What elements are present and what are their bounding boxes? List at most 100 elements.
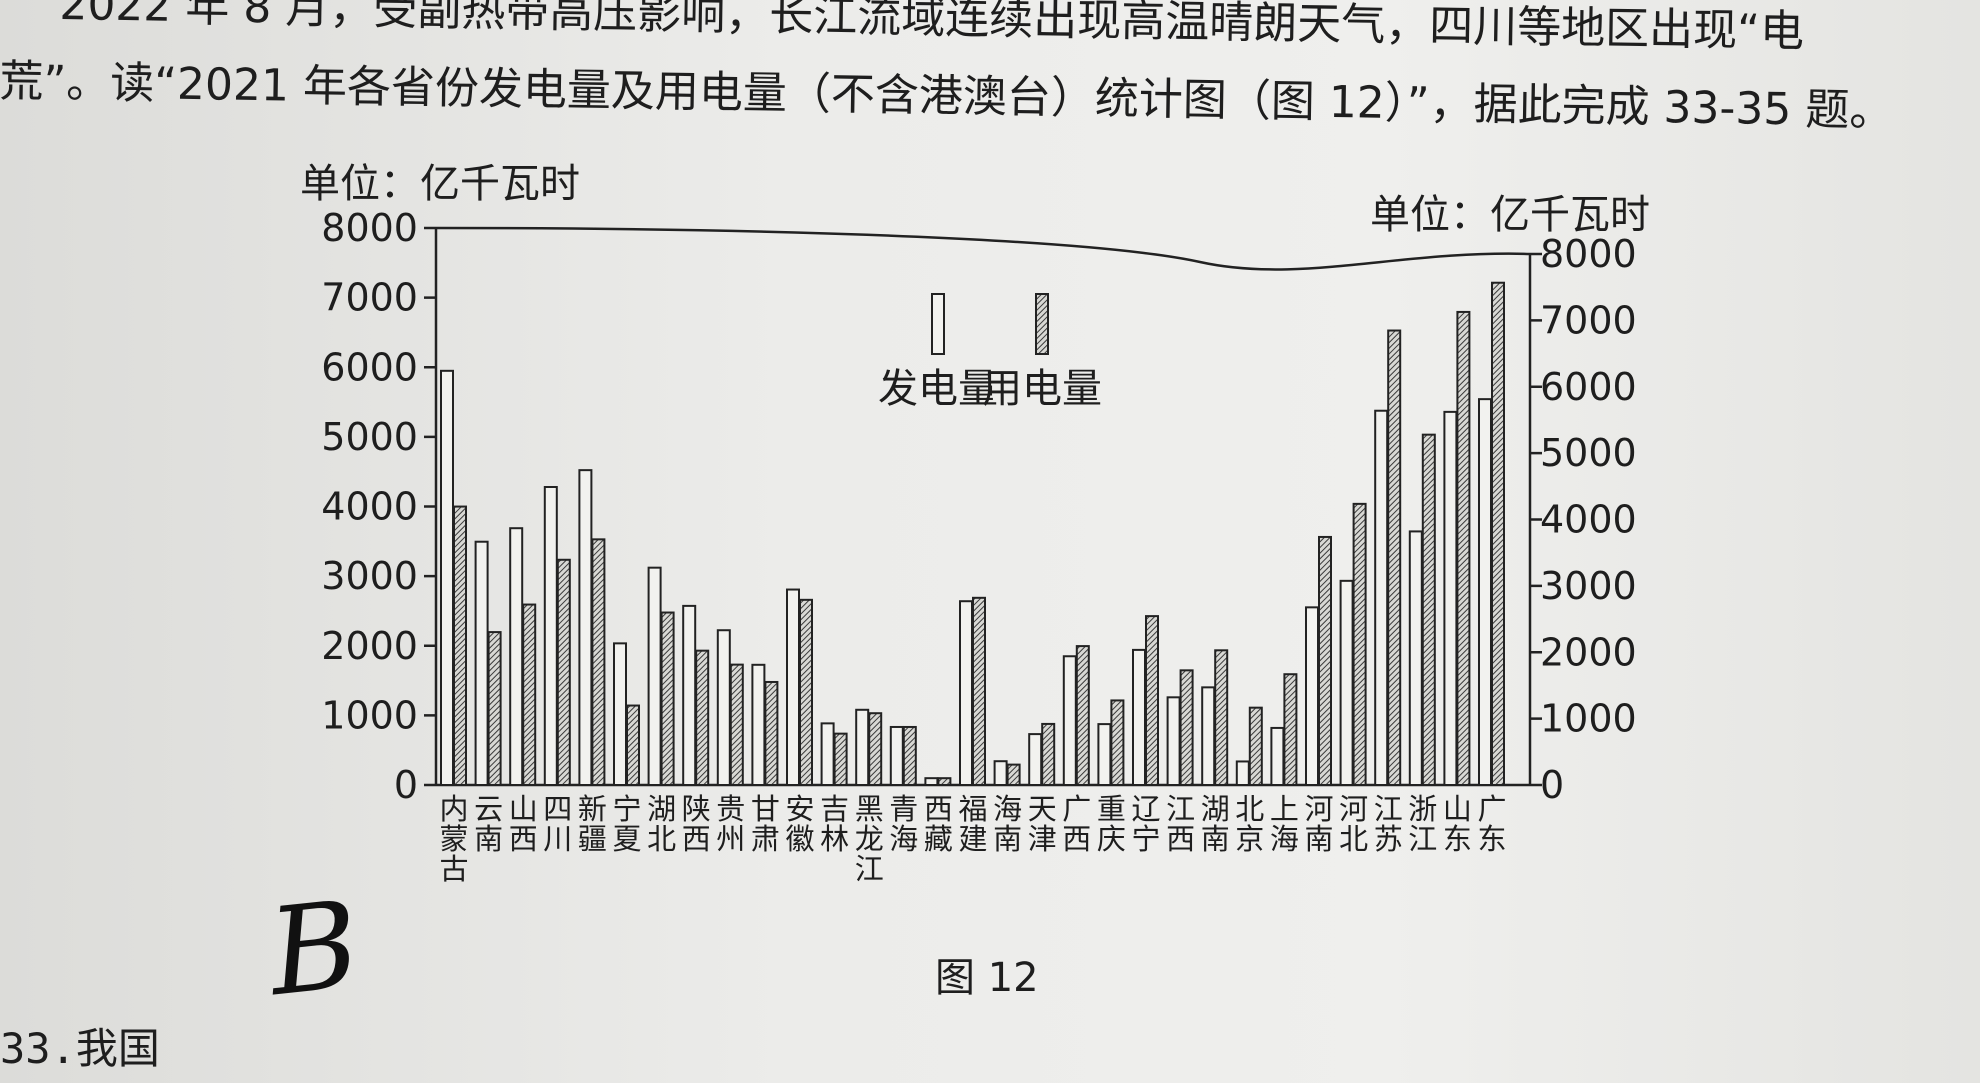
right-unit-label: 单位：亿千瓦时	[1370, 192, 1650, 238]
category-label-char: 湖	[1201, 792, 1230, 826]
category-label-char: 河	[1339, 792, 1368, 826]
bar-发电量-甘肃	[751, 663, 766, 786]
bar-发电量-重庆	[1097, 723, 1112, 786]
question-text: 我国	[75, 1024, 160, 1073]
legend-label-1: 用电量	[982, 366, 1102, 412]
bar-用电量-河北	[1352, 502, 1367, 786]
category-label-char: 云	[474, 792, 503, 826]
right-tick-label: 4000	[1540, 498, 1637, 542]
category-label-char: 四	[543, 792, 572, 826]
left-tick-label: 8000	[321, 206, 418, 250]
category-label-char: 建	[958, 822, 987, 856]
bar-用电量-安徽	[799, 598, 813, 786]
category-label-char: 东	[1443, 822, 1472, 856]
bar-发电量-四川	[543, 486, 558, 786]
category-label-char: 黑	[855, 792, 884, 826]
category-label-char: 南	[1304, 822, 1333, 856]
bar-发电量-西藏	[924, 777, 939, 786]
bar-发电量-陕西	[682, 604, 697, 786]
category-label-char: 藏	[924, 822, 953, 856]
category-label-char: 夏	[612, 822, 641, 856]
category-label-char: 甘	[751, 792, 780, 826]
left-tick-label: 7000	[321, 276, 418, 320]
bar-用电量-江苏	[1387, 329, 1402, 786]
category-label-char: 河	[1304, 792, 1333, 826]
bar-发电量-广东	[1478, 398, 1492, 786]
bar-用电量-山东	[1456, 310, 1471, 786]
bar-发电量-山西	[509, 527, 524, 786]
category-label-char: 湖	[647, 792, 676, 826]
category-label-char: 苏	[1374, 822, 1403, 856]
category-label-char: 海	[889, 822, 918, 856]
category-label-char: 陕	[682, 792, 711, 826]
right-tick-label: 8000	[1540, 232, 1637, 276]
bar-用电量-重庆	[1110, 699, 1125, 786]
category-label-char: 徽	[785, 822, 814, 856]
legend-swatch-0	[931, 293, 945, 355]
category-label-char: 江	[1166, 792, 1195, 826]
bar-发电量-安徽	[786, 588, 800, 786]
category-label-char: 浙	[1408, 792, 1437, 826]
category-label-char: 吉	[820, 792, 849, 826]
question-33: 33.我国	[0, 1015, 160, 1076]
category-label-char: 宁	[612, 792, 641, 826]
bar-用电量-陕西	[695, 649, 710, 786]
bar-用电量-云南	[487, 631, 502, 786]
category-label-char: 西	[682, 822, 711, 856]
category-label-char: 林	[820, 822, 849, 856]
bar-用电量-湖南	[1214, 649, 1229, 786]
bar-用电量-山西	[522, 603, 537, 786]
category-label-char: 东	[1477, 822, 1506, 856]
bar-用电量-广西	[1075, 645, 1090, 787]
category-label-char: 内	[439, 792, 468, 826]
category-label-char: 福	[958, 792, 987, 826]
left-tick-label: 2000	[321, 624, 418, 668]
bar-用电量-广东	[1491, 281, 1505, 786]
bar-发电量-山东	[1443, 410, 1458, 786]
bar-用电量-黑龙江	[868, 712, 883, 786]
category-label-char: 川	[543, 822, 572, 856]
right-tick-label: 1000	[1540, 697, 1637, 741]
right-tick-label: 6000	[1540, 365, 1637, 409]
bar-用电量-内蒙古	[453, 505, 467, 786]
category-label-char: 州	[716, 822, 745, 856]
category-label-char: 广	[1477, 792, 1506, 826]
bar-用电量-北京	[1248, 706, 1263, 786]
left-tick-label: 0	[394, 763, 418, 807]
bar-发电量-北京	[1235, 760, 1250, 786]
category-label-char: 肃	[751, 822, 780, 856]
bar-用电量-海南	[1006, 763, 1021, 787]
category-label-char: 重	[1097, 792, 1126, 826]
category-label-char: 京	[1235, 822, 1264, 856]
bar-发电量-河南	[1305, 606, 1319, 787]
bar-发电量-宁夏	[613, 642, 627, 786]
bar-用电量-吉林	[833, 732, 848, 786]
left-tick-label: 6000	[321, 345, 418, 389]
category-label-char: 青	[889, 792, 918, 826]
category-label-char: 山	[1443, 792, 1472, 826]
left-unit-label: 单位：亿千瓦时	[300, 161, 580, 207]
category-label-char: 辽	[1131, 792, 1160, 826]
category-label-char: 海	[1270, 822, 1299, 856]
category-label-char: 西	[1062, 822, 1091, 856]
category-label-char: 南	[993, 822, 1022, 856]
bar-用电量-贵州	[729, 663, 744, 786]
bar-发电量-湖南	[1201, 686, 1216, 787]
bar-发电量-吉林	[820, 722, 835, 786]
left-tick-label: 3000	[321, 554, 418, 598]
bar-发电量-广西	[1062, 655, 1077, 786]
right-tick-label: 2000	[1540, 630, 1637, 674]
bar-发电量-江苏	[1374, 409, 1389, 786]
bar-用电量-青海	[902, 725, 917, 786]
category-label-char: 江	[855, 852, 884, 886]
right-tick-label: 7000	[1540, 298, 1637, 342]
bar-用电量-河南	[1318, 535, 1332, 786]
question-number: 33.	[0, 1024, 76, 1073]
bar-发电量-新疆	[578, 469, 593, 786]
category-label-char: 上	[1270, 792, 1299, 826]
bar-发电量-江西	[1166, 696, 1181, 787]
right-tick-label: 5000	[1540, 431, 1637, 475]
right-tick-label: 0	[1540, 763, 1564, 807]
bar-发电量-青海	[889, 725, 904, 786]
